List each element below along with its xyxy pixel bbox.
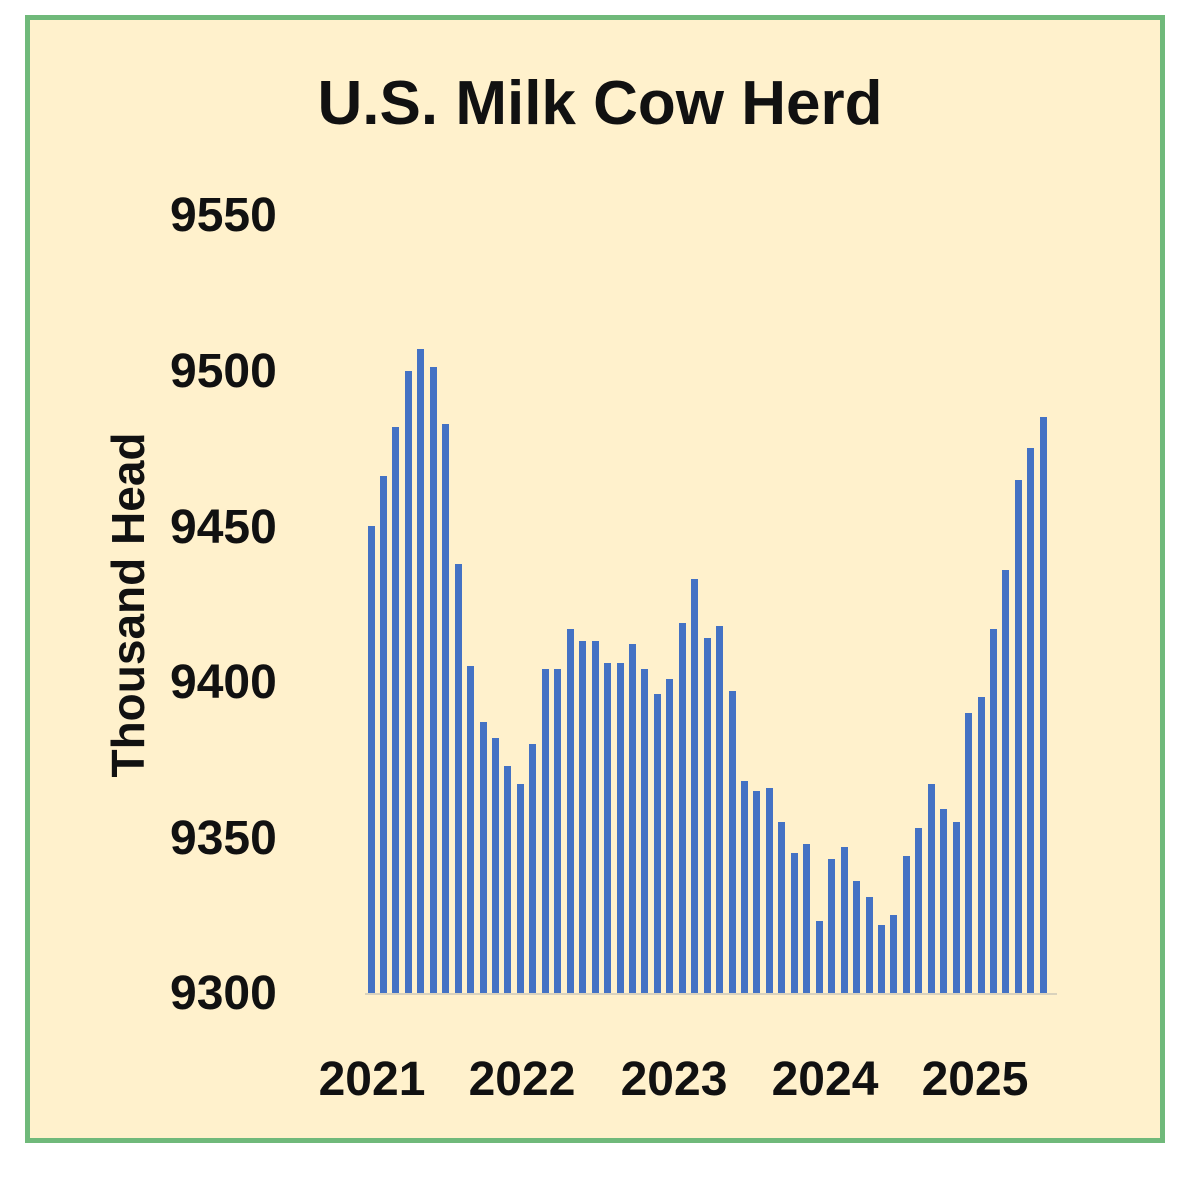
bar-2025-07	[1039, 417, 1047, 993]
y-tick-9350: 9350	[170, 812, 277, 865]
bar-2023-05	[716, 625, 724, 993]
x-tick-2022: 2022	[468, 1053, 576, 1106]
bar-2024-10	[927, 784, 935, 993]
bar-2021-10	[479, 722, 487, 993]
y-tick-9300: 9300	[170, 967, 277, 1020]
bar-2021-01	[367, 526, 375, 993]
y-tick-9550: 9550	[170, 189, 277, 242]
bar-2022-12	[653, 694, 661, 993]
bar-2021-07	[442, 423, 450, 993]
bar-2024-09	[915, 828, 923, 993]
bar-2022-09	[616, 663, 624, 993]
bar-2022-05	[566, 628, 574, 993]
x-tick-2023: 2023	[620, 1053, 728, 1106]
bar-2021-11	[492, 737, 499, 993]
bar-2023-06	[728, 691, 736, 993]
bar-2021-12	[504, 765, 512, 993]
x-tick-2021: 2021	[318, 1053, 426, 1106]
bar-2021-02	[379, 476, 387, 993]
bar-2022-11	[641, 669, 649, 993]
bar-2024-04	[853, 880, 861, 993]
bar-2022-06	[579, 641, 587, 993]
chart-title: U.S. Milk Cow Herd	[317, 69, 883, 138]
bar-2023-02	[678, 622, 686, 993]
bar-2025-03	[990, 628, 997, 993]
bar-2024-01	[815, 921, 823, 993]
bar-2025-06	[1027, 448, 1035, 993]
bar-2024-08	[902, 856, 910, 993]
x-tick-2024: 2024	[771, 1053, 879, 1106]
y-tick-9500: 9500	[170, 345, 277, 398]
bar-2024-06	[877, 924, 885, 993]
bar-2023-08	[753, 790, 761, 993]
bar-2025-01	[965, 712, 973, 993]
bar-2024-12	[952, 821, 960, 993]
bar-2021-06	[429, 367, 437, 993]
y-tick-9450: 9450	[170, 501, 277, 554]
bar-2022-02	[529, 744, 537, 993]
bar-2023-12	[803, 843, 811, 993]
bar-2023-10	[778, 821, 786, 993]
bar-2025-02	[977, 697, 985, 993]
bar-2023-11	[790, 852, 798, 993]
x-tick-2025: 2025	[921, 1053, 1029, 1106]
bar-2025-04	[1002, 569, 1010, 993]
x-axis-line	[365, 993, 1057, 995]
bar-2024-02	[828, 859, 836, 993]
bar-2023-03	[691, 579, 699, 993]
bar-2022-10	[628, 644, 636, 993]
bar-2022-03	[541, 669, 549, 993]
bar-2022-07	[591, 641, 599, 993]
bar-2022-01	[516, 784, 524, 993]
bar-2021-03	[392, 426, 400, 993]
bar-2024-11	[940, 809, 948, 993]
bar-2021-04	[404, 370, 412, 993]
y-axis-label: Thousand Head	[102, 432, 154, 778]
bar-2024-07	[890, 915, 898, 993]
bar-2023-07	[741, 781, 748, 993]
bar-2023-04	[703, 638, 711, 993]
bar-2024-05	[865, 896, 873, 993]
y-tick-9400: 9400	[170, 656, 277, 709]
bar-2023-01	[666, 678, 674, 993]
bar-2025-05	[1014, 479, 1022, 993]
bar-2024-03	[840, 846, 848, 993]
bar-2022-04	[554, 669, 562, 993]
bar-2021-08	[454, 563, 462, 993]
bar-2021-09	[467, 666, 475, 993]
bar-2023-09	[765, 787, 773, 993]
bar-2021-05	[417, 348, 425, 993]
bar-2022-08	[604, 663, 612, 993]
